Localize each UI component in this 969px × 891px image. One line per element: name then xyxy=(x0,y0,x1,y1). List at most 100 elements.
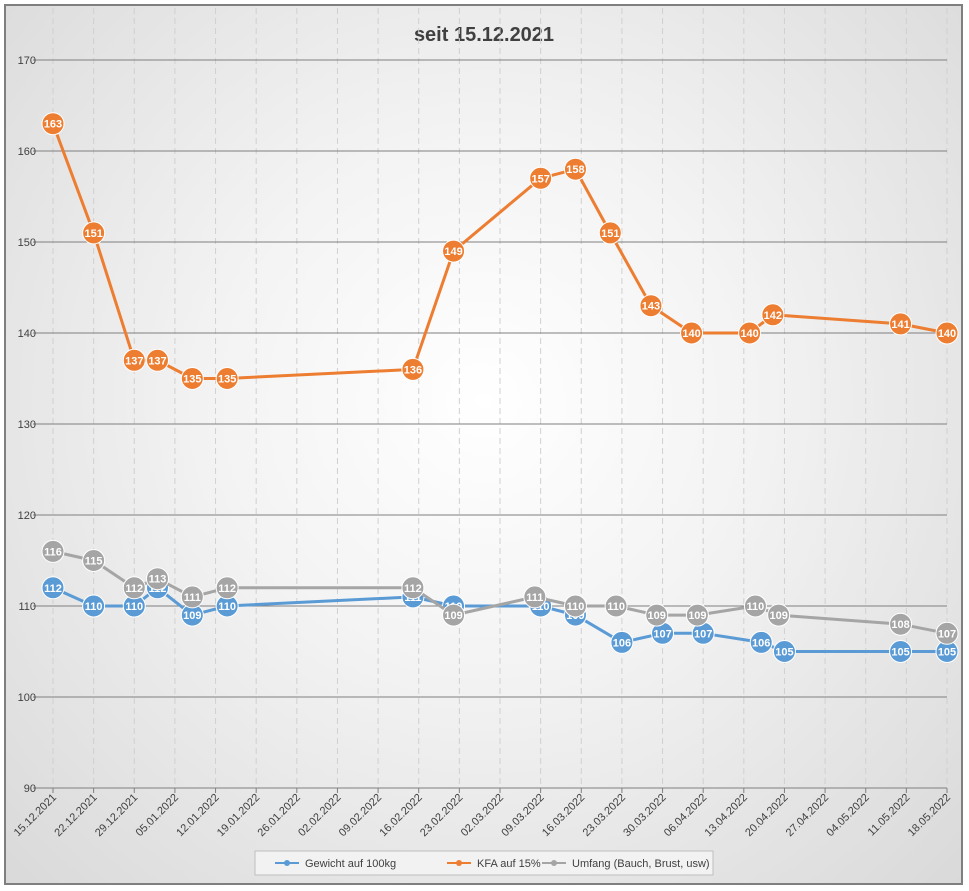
series-1: 163 151 137 137 135 135 136 149 157 158 151 143 140 1… xyxy=(41,112,959,390)
data-label: 136 xyxy=(404,364,422,376)
data-label: 112 xyxy=(44,583,62,595)
data-label: 109 xyxy=(769,610,787,622)
data-label: 137 xyxy=(148,355,166,367)
data-point xyxy=(41,576,65,600)
data-point xyxy=(889,612,913,636)
data-point xyxy=(82,549,106,572)
y-tick-label: 110 xyxy=(18,601,36,613)
data-label: 109 xyxy=(444,610,462,622)
data-label: 143 xyxy=(642,301,660,313)
x-tick-label: 05.01.2022 xyxy=(134,792,181,839)
data-point xyxy=(122,576,146,600)
data-point xyxy=(41,539,65,563)
data-label: 110 xyxy=(218,601,236,613)
data-label: 108 xyxy=(891,619,909,631)
data-point xyxy=(41,112,65,136)
legend-swatch-marker xyxy=(284,860,290,866)
y-tick-label: 160 xyxy=(18,146,36,158)
data-label: 115 xyxy=(85,556,103,568)
data-label: 137 xyxy=(125,355,143,367)
x-tick-label: 13.04.2022 xyxy=(703,792,750,839)
data-label: 105 xyxy=(891,647,909,659)
data-point xyxy=(215,367,239,390)
data-label: 151 xyxy=(84,228,102,240)
chart-title: seit 15.12.2021 xyxy=(414,24,554,46)
x-tick-label: 02.02.2022 xyxy=(296,792,343,839)
y-axis: 90 100 110 120 130 140 150 160 170 xyxy=(18,55,36,795)
data-label: 109 xyxy=(688,610,706,622)
legend-box xyxy=(254,850,714,876)
data-point xyxy=(935,321,959,345)
data-point xyxy=(889,640,913,663)
x-tick-label: 09.02.2022 xyxy=(337,792,384,839)
data-label: 149 xyxy=(444,246,462,258)
data-label: 140 xyxy=(682,328,700,340)
y-tick-label: 130 xyxy=(18,419,36,431)
data-label: 141 xyxy=(891,319,909,331)
data-point xyxy=(523,585,547,609)
data-label: 109 xyxy=(648,610,666,622)
y-tick-label: 100 xyxy=(18,692,36,704)
data-label: 110 xyxy=(747,601,765,613)
data-point xyxy=(639,294,663,318)
x-tick-label: 18.05.2022 xyxy=(906,792,953,839)
data-label: 106 xyxy=(752,637,770,649)
data-point xyxy=(82,594,106,618)
x-tick-label: 30.03.2022 xyxy=(621,792,668,839)
data-point xyxy=(685,603,709,627)
data-label: 140 xyxy=(740,328,758,340)
data-label: 107 xyxy=(653,628,671,640)
data-point xyxy=(442,603,466,627)
data-point xyxy=(738,321,762,345)
data-point xyxy=(767,603,791,627)
x-tick-label: 04.05.2022 xyxy=(824,792,871,839)
data-point xyxy=(749,630,773,654)
x-tick-label: 20.04.2022 xyxy=(743,792,790,839)
x-tick-label: 19.01.2022 xyxy=(215,792,262,839)
y-tick-label: 150 xyxy=(18,237,36,249)
legend: Gewicht auf 100kg KFA auf 15% Umfang (Bauc… xyxy=(254,850,714,876)
data-point xyxy=(401,576,425,600)
data-point xyxy=(604,594,628,618)
data-label: 111 xyxy=(184,592,201,604)
data-point xyxy=(180,367,204,390)
x-tick-label: 02.03.2022 xyxy=(459,792,506,839)
data-point xyxy=(645,603,669,627)
data-label: 158 xyxy=(566,164,584,176)
legend-label: Gewicht auf 100kg xyxy=(305,858,396,870)
data-point xyxy=(772,640,796,663)
legend-swatch-marker xyxy=(456,860,462,866)
x-tick-label: 23.03.2022 xyxy=(581,792,628,839)
data-label: 110 xyxy=(607,601,625,613)
data-label: 105 xyxy=(775,647,793,659)
data-label: 112 xyxy=(404,583,422,595)
data-point xyxy=(935,621,959,645)
x-tick-label: 23.02.2022 xyxy=(418,792,465,839)
data-point xyxy=(563,594,587,618)
x-tick-label: 15.12.2021 xyxy=(12,792,59,839)
data-point xyxy=(598,221,622,245)
data-label: 107 xyxy=(694,628,712,640)
data-label: 135 xyxy=(183,374,201,386)
y-tick-label: 170 xyxy=(18,55,36,67)
data-point xyxy=(442,239,466,263)
data-label: 111 xyxy=(526,592,543,604)
x-tick-label: 16.02.2022 xyxy=(377,792,424,839)
series-2: 116 115 112 113 111 112 112 109 111 110 110 109 109 1… xyxy=(41,539,959,645)
data-point xyxy=(563,157,587,181)
data-label: 110 xyxy=(125,601,143,613)
data-label: 163 xyxy=(44,119,62,131)
data-label: 157 xyxy=(531,173,549,185)
data-label: 116 xyxy=(44,546,62,558)
legend-swatch-marker xyxy=(551,860,557,866)
data-label: 113 xyxy=(149,574,167,586)
x-tick-label: 12.01.2022 xyxy=(174,792,221,839)
data-point xyxy=(145,567,169,591)
data-label: 109 xyxy=(183,610,201,622)
x-tick-label: 06.04.2022 xyxy=(662,792,709,839)
data-point xyxy=(180,585,204,609)
data-label: 110 xyxy=(85,601,103,613)
gridlines xyxy=(33,8,948,789)
data-point xyxy=(761,303,785,327)
